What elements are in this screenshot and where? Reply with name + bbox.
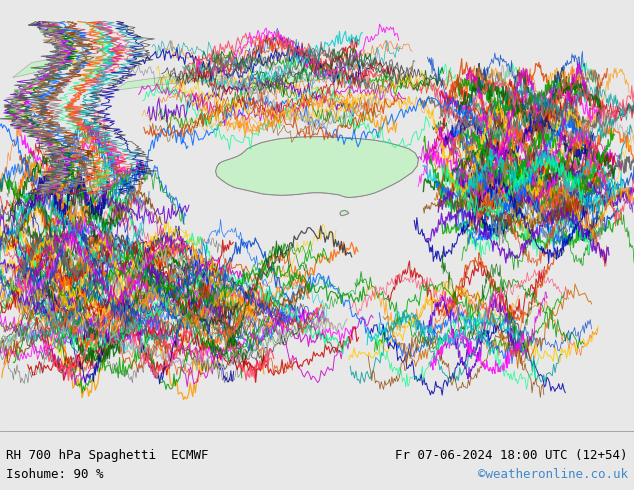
Text: Fr 07-06-2024 18:00 UTC (12+54): Fr 07-06-2024 18:00 UTC (12+54): [395, 449, 628, 462]
Text: Isohume: 90 %: Isohume: 90 %: [6, 468, 104, 481]
Polygon shape: [340, 210, 349, 216]
Polygon shape: [216, 137, 418, 197]
Text: RH 700 hPa Spaghetti  ECMWF: RH 700 hPa Spaghetti ECMWF: [6, 449, 209, 462]
Polygon shape: [241, 74, 330, 95]
Polygon shape: [443, 75, 451, 85]
Text: ©weatheronline.co.uk: ©weatheronline.co.uk: [477, 468, 628, 481]
Polygon shape: [557, 228, 567, 237]
Polygon shape: [13, 56, 114, 77]
Polygon shape: [114, 75, 228, 91]
Polygon shape: [553, 248, 564, 259]
